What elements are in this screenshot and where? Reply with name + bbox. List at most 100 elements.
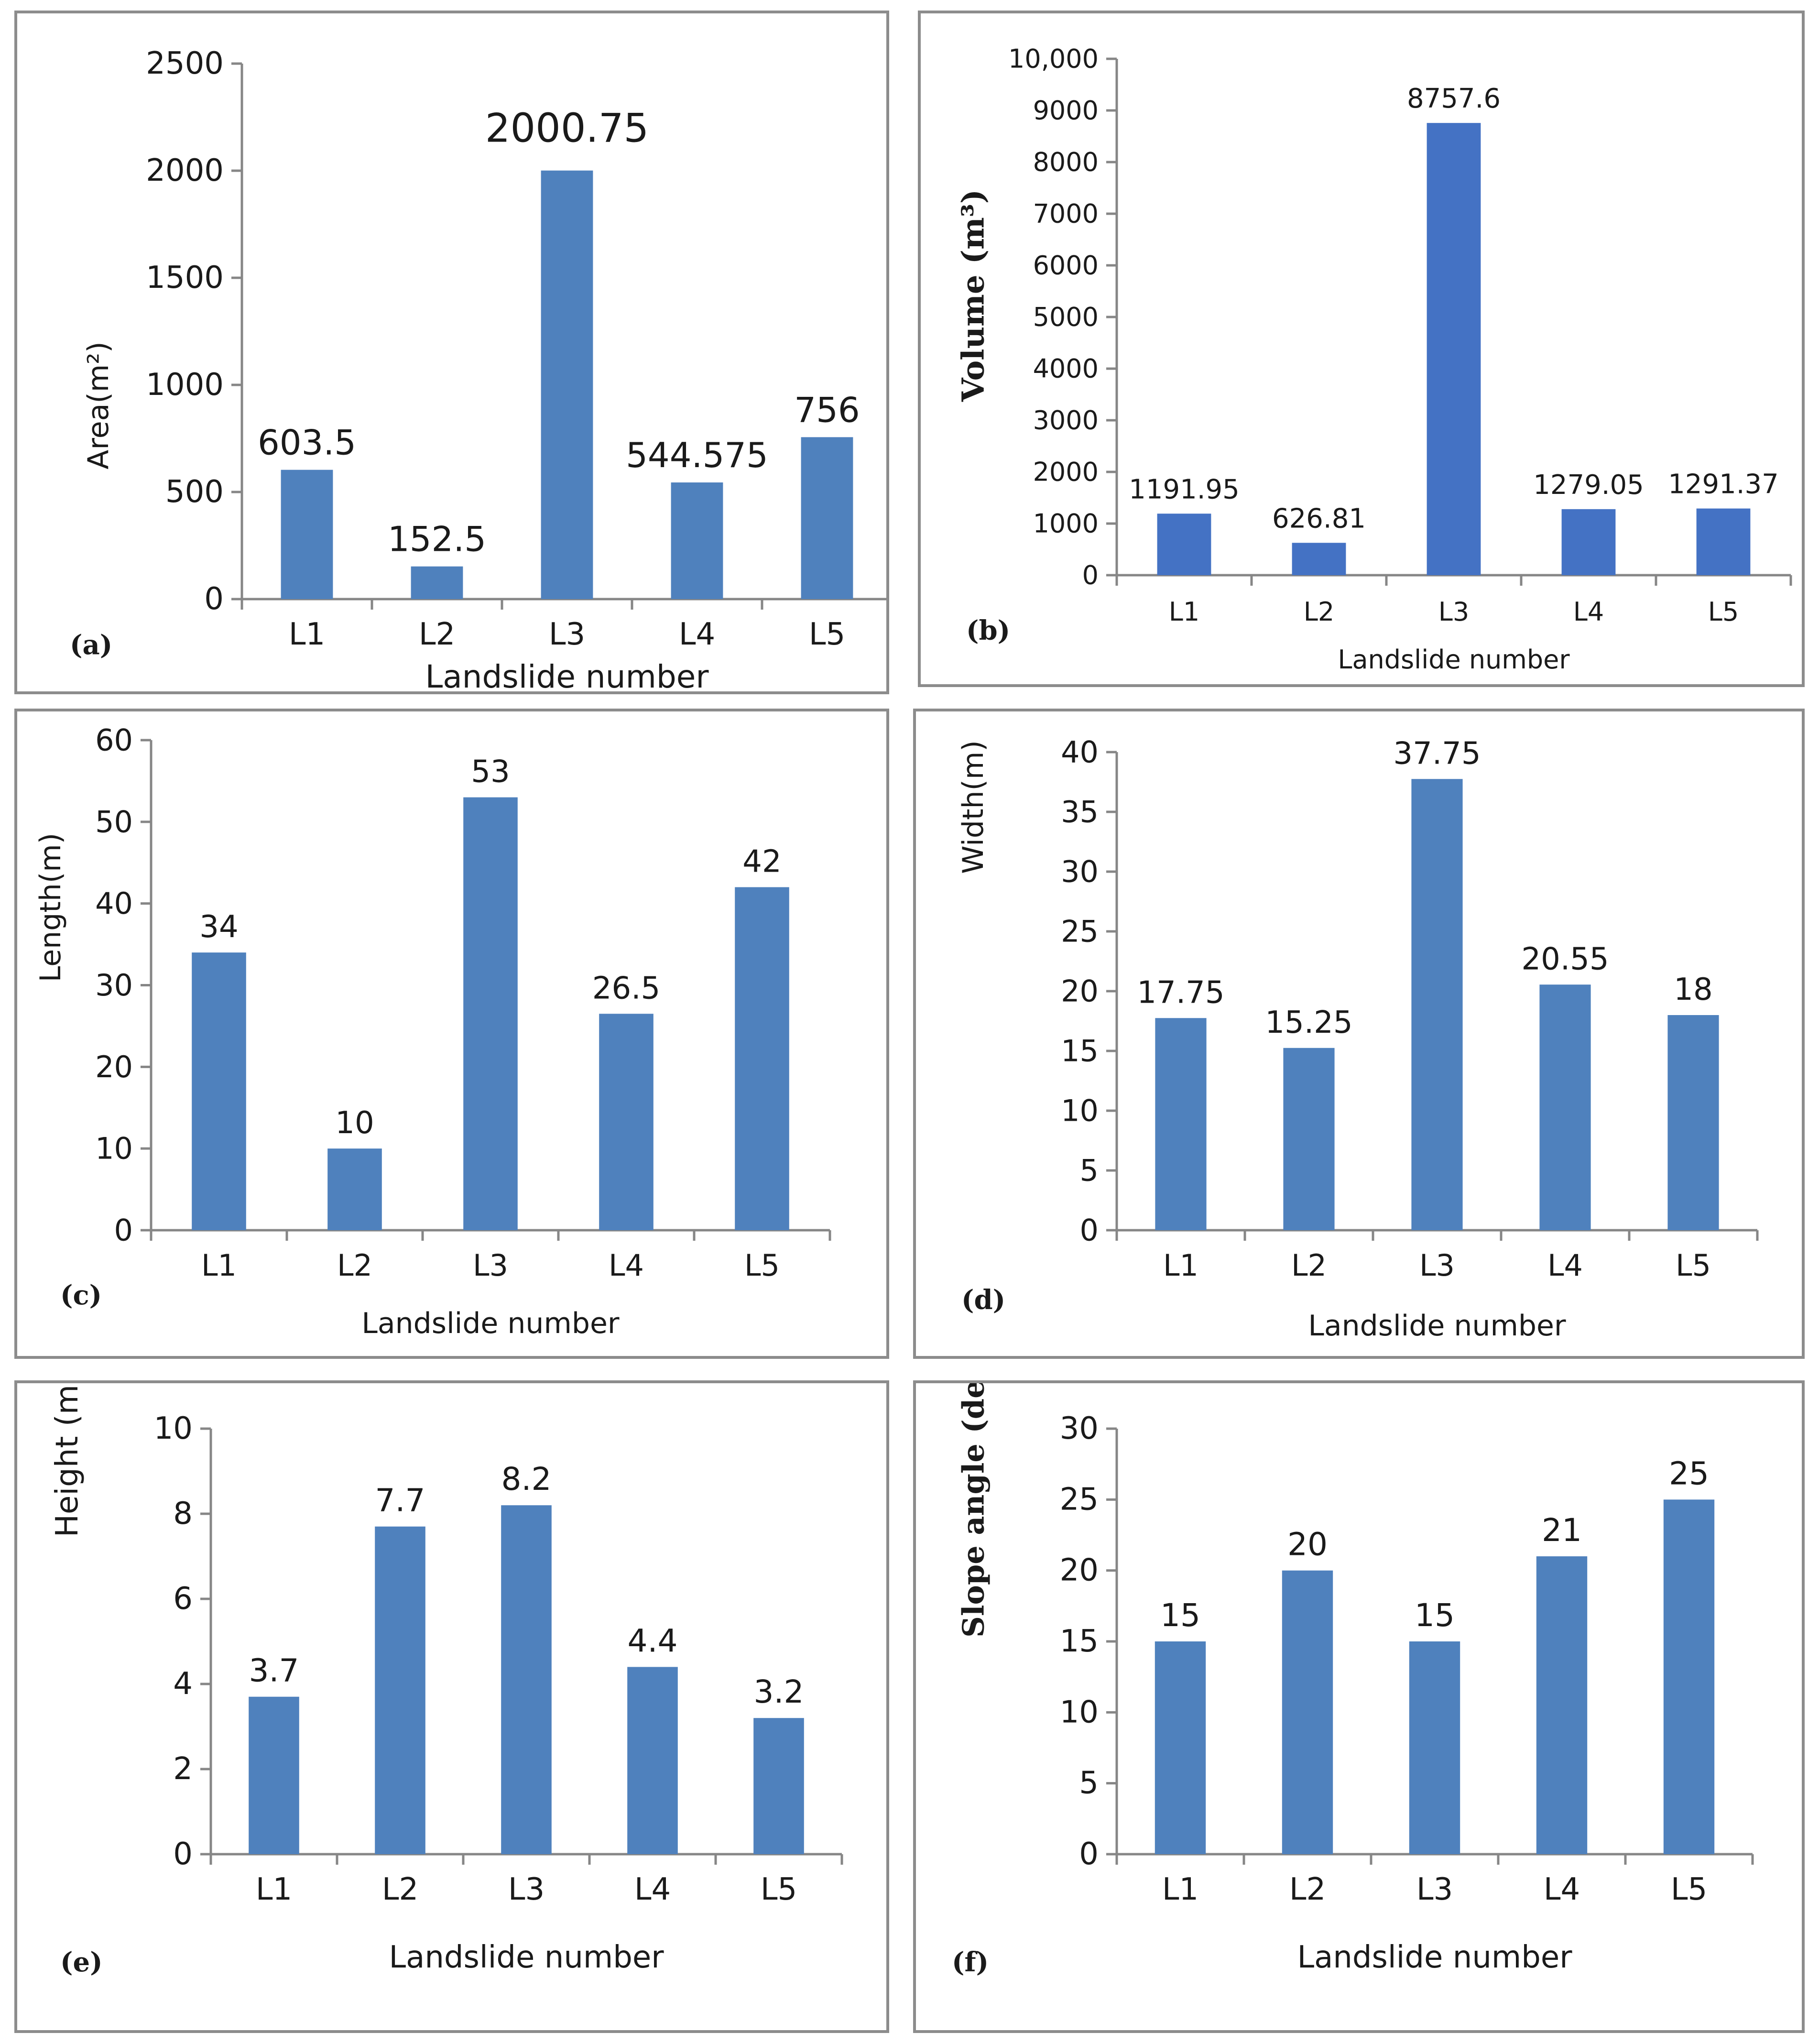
panel-label: (e) bbox=[60, 1946, 103, 1978]
x-tick-label: L4 bbox=[634, 1872, 671, 1907]
y-tick-label: 1000 bbox=[146, 367, 224, 403]
bar-l1 bbox=[1155, 1641, 1206, 1854]
data-label: 26.5 bbox=[592, 971, 661, 1006]
y-axis-title: Volume (m³) bbox=[956, 189, 991, 402]
bar-l3 bbox=[501, 1505, 552, 1854]
y-tick-label: 60 bbox=[95, 723, 133, 758]
x-tick-label: L1 bbox=[256, 1872, 292, 1907]
data-label: 18 bbox=[1674, 972, 1712, 1007]
x-tick-label: L5 bbox=[809, 617, 845, 652]
panel-label: (d) bbox=[961, 1284, 1005, 1316]
x-tick-label: L2 bbox=[382, 1872, 418, 1907]
y-tick-label: 10 bbox=[1061, 1093, 1099, 1128]
bar-l1 bbox=[281, 470, 333, 599]
bar-l4 bbox=[1536, 1556, 1588, 1854]
y-tick-label: 15 bbox=[1061, 1034, 1099, 1069]
x-tick-label: L5 bbox=[761, 1872, 797, 1907]
x-tick-label: L4 bbox=[1573, 597, 1604, 627]
bar-l2 bbox=[411, 566, 463, 599]
panel-label: (f) bbox=[952, 1946, 989, 1978]
y-tick-label: 2500 bbox=[146, 46, 224, 81]
bar-l1 bbox=[1155, 1018, 1207, 1230]
y-tick-label: 2000 bbox=[146, 153, 224, 188]
y-tick-label: 4000 bbox=[1033, 354, 1099, 384]
x-tick-label: L1 bbox=[1169, 597, 1199, 627]
bar-l4 bbox=[1561, 509, 1616, 575]
y-tick-label: 40 bbox=[1061, 735, 1099, 770]
x-axis-title: Landslide number bbox=[425, 658, 709, 691]
data-label: 17.75 bbox=[1137, 975, 1224, 1010]
bar-l5 bbox=[1663, 1499, 1715, 1854]
chart-panel-c: 0 10 20 30 40 50 60 34 L1 10 L2 53 L3 26.5 L4 42 L5 Lands… bbox=[14, 709, 889, 1359]
data-label: 1191.95 bbox=[1129, 474, 1240, 505]
x-tick-label: L3 bbox=[1438, 597, 1469, 627]
x-tick-label: L1 bbox=[1162, 1872, 1198, 1907]
y-axis-title: Area(m²) bbox=[82, 341, 115, 469]
y-tick-label: 4 bbox=[173, 1666, 193, 1702]
y-tick-label: 10 bbox=[1060, 1694, 1099, 1730]
x-tick-label: L2 bbox=[419, 617, 455, 652]
data-label: 152.5 bbox=[388, 519, 486, 559]
bar-l5 bbox=[735, 887, 789, 1230]
data-label: 3.2 bbox=[754, 1673, 804, 1710]
bar-l1 bbox=[192, 952, 246, 1230]
data-label: 603.5 bbox=[258, 423, 356, 463]
x-tick-label: L4 bbox=[1544, 1872, 1580, 1907]
y-tick-label: 10 bbox=[154, 1411, 193, 1446]
bar-l5 bbox=[1696, 508, 1751, 575]
chart-panel-d: 0 5 10 15 20 25 30 35 40 17.75 L1 15.25 L2 37.75 L3 20.… bbox=[913, 709, 1805, 1359]
x-axis-title: Landslide number bbox=[361, 1307, 619, 1340]
bar-l5 bbox=[1667, 1015, 1719, 1230]
data-label: 626.81 bbox=[1272, 503, 1366, 534]
y-tick-label: 30 bbox=[1061, 854, 1099, 889]
x-tick-label: L4 bbox=[1547, 1248, 1583, 1283]
bar-l2 bbox=[1292, 543, 1346, 575]
data-label: 15 bbox=[1415, 1597, 1455, 1634]
bar-l2 bbox=[327, 1148, 382, 1230]
data-label: 21 bbox=[1542, 1512, 1582, 1549]
x-tick-label: L1 bbox=[289, 617, 325, 652]
y-tick-label: 10,000 bbox=[1008, 44, 1099, 74]
panel-label: (c) bbox=[60, 1279, 102, 1311]
x-axis-title: Landslide number bbox=[389, 1940, 664, 1975]
x-tick-label: L2 bbox=[337, 1248, 372, 1283]
bar-chart-svg: 0 5 10 15 20 25 30 15 L1 20 L2 15 L3 21 L4 25 L5 Landslid… bbox=[952, 1383, 1754, 1978]
bar-chart-svg: 0 10 20 30 40 50 60 34 L1 10 L2 53 L3 26.5 L4 42 L5 Lands… bbox=[34, 723, 831, 1340]
y-tick-label: 0 bbox=[173, 1836, 193, 1872]
x-tick-label: L1 bbox=[1163, 1248, 1198, 1283]
y-axis-title: Width(m) bbox=[957, 740, 990, 874]
data-label: 10 bbox=[335, 1105, 374, 1141]
y-tick-label: 5 bbox=[1079, 1766, 1099, 1801]
y-tick-label: 6 bbox=[173, 1581, 193, 1617]
bar-l5 bbox=[753, 1718, 804, 1854]
data-label: 2000.75 bbox=[485, 105, 649, 152]
panel-label: (a) bbox=[70, 629, 112, 661]
bar-l2 bbox=[1283, 1048, 1335, 1230]
x-axis-title: Landslide number bbox=[1297, 1940, 1572, 1975]
y-tick-label: 1000 bbox=[1033, 509, 1099, 539]
y-axis-title: Height (m) bbox=[50, 1383, 85, 1537]
y-tick-label: 50 bbox=[95, 804, 133, 839]
chart-panel-f: 0 5 10 15 20 25 30 15 L1 20 L2 15 L3 21 L4 25 L5 Landslid… bbox=[913, 1380, 1805, 2033]
chart-panel-a: 0 500 1000 1500 2000 2500 603.5 L1 152.5 L2 2000.7… bbox=[14, 11, 889, 694]
bar-l3 bbox=[1427, 123, 1481, 575]
y-tick-label: 8000 bbox=[1033, 147, 1099, 177]
x-tick-label: L3 bbox=[473, 1248, 508, 1283]
bar-l5 bbox=[801, 437, 853, 599]
data-label: 8757.6 bbox=[1407, 83, 1501, 114]
y-tick-label: 7000 bbox=[1033, 199, 1099, 229]
x-tick-label: L5 bbox=[1676, 1248, 1711, 1283]
data-label: 756 bbox=[794, 390, 860, 430]
x-tick-label: L3 bbox=[508, 1872, 545, 1907]
y-tick-label: 5 bbox=[1080, 1153, 1099, 1188]
data-label: 15 bbox=[1160, 1597, 1200, 1634]
y-tick-label: 0 bbox=[114, 1213, 133, 1248]
y-tick-label: 30 bbox=[1060, 1411, 1099, 1446]
data-label: 8.2 bbox=[501, 1461, 552, 1497]
bar-l3 bbox=[1411, 779, 1463, 1230]
chart-panel-e: 0 2 4 6 8 10 3.7 L1 7.7 L2 8.2 L3 4.4 L4 3.2 L5 Landslid… bbox=[14, 1380, 889, 2033]
y-tick-label: 0 bbox=[1080, 1213, 1099, 1248]
x-tick-label: L5 bbox=[1708, 597, 1739, 627]
y-tick-label: 25 bbox=[1061, 914, 1099, 949]
x-axis-title: Landslide number bbox=[1308, 1309, 1566, 1343]
